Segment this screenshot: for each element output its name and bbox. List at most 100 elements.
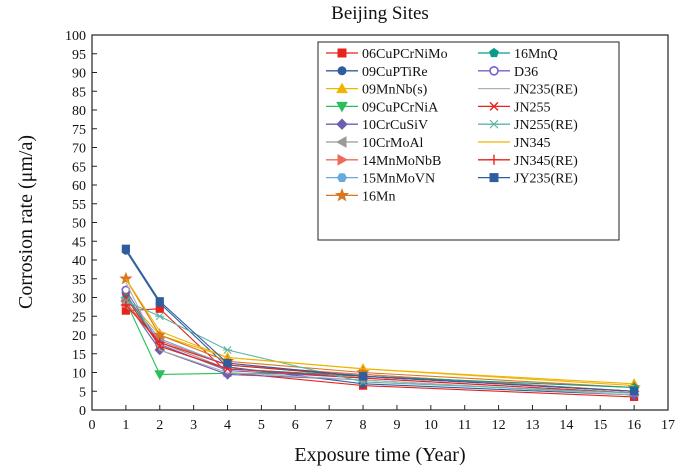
legend-item: JN235(RE) xyxy=(478,83,578,98)
legend-label: 10CrMoAl xyxy=(362,136,424,151)
legend-label: 09CuPTiRe xyxy=(362,65,428,80)
series-line xyxy=(125,301,635,392)
y-tick-label: 80 xyxy=(72,104,86,119)
x-tick-label: 10 xyxy=(424,418,438,433)
x-axis-label: Exposure time (Year) xyxy=(294,444,465,466)
x-tick-label: 0 xyxy=(89,418,96,433)
series-14 xyxy=(125,278,635,387)
series-line xyxy=(125,282,635,396)
x-tick-label: 4 xyxy=(224,418,231,433)
x-tick-label: 2 xyxy=(156,418,163,433)
series-13 xyxy=(121,297,639,398)
series-16 xyxy=(121,244,639,396)
legend-label: JN345 xyxy=(514,136,551,151)
legend-marker xyxy=(336,173,348,182)
x-tick-label: 12 xyxy=(492,418,506,433)
y-tick-label: 70 xyxy=(72,142,86,157)
legend-marker xyxy=(334,187,350,202)
legend-item: 09CuPCrNiA xyxy=(326,100,439,115)
legend-marker xyxy=(337,153,349,166)
legend-item: JY235(RE) xyxy=(478,172,578,187)
series-layer xyxy=(119,244,641,401)
y-tick-label: 45 xyxy=(72,235,86,250)
x-tick-label: 11 xyxy=(458,418,471,433)
legend-marker xyxy=(336,118,348,130)
y-tick-label: 10 xyxy=(72,367,86,382)
legend: 06CuPCrNiMo 09CuPTiRe 09MnNb(s) 09CuPCrNiA 1… xyxy=(317,41,620,241)
x-tick-label: 8 xyxy=(360,418,367,433)
legend-box xyxy=(317,41,620,241)
data-point xyxy=(119,271,133,285)
legend-item: 06CuPCrNiMo xyxy=(326,47,448,62)
legend-marker xyxy=(337,66,347,76)
legend-marker xyxy=(489,101,499,111)
x-tick-label: 3 xyxy=(190,418,197,433)
x-tick-label: 13 xyxy=(525,418,539,433)
data-point xyxy=(121,300,131,310)
data-point xyxy=(630,387,639,396)
x-tick-label: 7 xyxy=(326,418,333,433)
legend-item: 10CrMoAl xyxy=(326,136,424,151)
data-point xyxy=(358,372,368,381)
x-tick-label: 1 xyxy=(122,418,129,433)
legend-label: 16MnQ xyxy=(514,47,558,62)
series-line xyxy=(125,278,635,389)
data-point xyxy=(223,359,232,368)
y-tick-label: 85 xyxy=(72,85,86,100)
chart-title: Beijing Sites xyxy=(331,3,429,24)
data-point xyxy=(121,293,130,302)
legend-label: 09CuPCrNiA xyxy=(362,100,439,115)
legend-item: JN255(RE) xyxy=(478,118,578,133)
legend-label: JN255 xyxy=(514,100,551,115)
legend-item: JN345(RE) xyxy=(478,154,578,169)
y-axis: 0 5 10 15 20 25 30 35 40 45 50 55 60 65 70 75 80 85 90 95 10… xyxy=(65,29,97,419)
x-axis: 0 1 2 3 4 5 6 7 8 9 10 11 12 13 14 15 16 17 xyxy=(89,405,675,433)
data-point xyxy=(222,346,233,354)
legend-item: 16MnQ xyxy=(478,47,558,62)
x-tick-label: 16 xyxy=(627,418,641,433)
legend-marker xyxy=(335,136,347,148)
legend-label: JN255(RE) xyxy=(514,118,578,133)
y-tick-label: 55 xyxy=(72,198,86,213)
y-tick-label: 60 xyxy=(72,179,86,194)
legend-marker xyxy=(489,154,499,165)
legend-label: JN345(RE) xyxy=(514,154,578,169)
data-point xyxy=(154,370,166,380)
legend-item: 10CrCuSiV xyxy=(326,118,428,133)
legend-label: 09MnNb(s) xyxy=(362,83,428,98)
x-tick-label: 14 xyxy=(559,418,573,433)
x-tick-label: 17 xyxy=(661,418,675,433)
series-11 xyxy=(125,282,635,396)
legend-label: 10CrCuSiV xyxy=(362,118,428,133)
series-line xyxy=(125,297,635,394)
y-tick-label: 35 xyxy=(72,273,86,288)
y-tick-label: 15 xyxy=(72,348,86,363)
data-point xyxy=(155,337,165,348)
x-tick-label: 5 xyxy=(258,418,265,433)
legend-marker xyxy=(489,47,499,58)
legend-marker xyxy=(489,173,499,183)
x-tick-label: 9 xyxy=(393,418,400,433)
legend-item: JN255 xyxy=(478,100,551,115)
legend-label: JN235(RE) xyxy=(514,83,578,98)
y-tick-label: 0 xyxy=(79,404,86,419)
y-tick-label: 90 xyxy=(72,67,86,82)
x-tick-label: 6 xyxy=(292,418,299,433)
legend-marker xyxy=(336,82,348,94)
legend-marker xyxy=(489,66,499,76)
legend-label: 16Mn xyxy=(362,189,395,204)
y-axis-label: Corrosion rate (μm/a) xyxy=(15,135,37,309)
legend-item: JN345 xyxy=(478,136,551,151)
legend-item: 14MnMoNbB xyxy=(326,154,441,169)
y-tick-label: 95 xyxy=(72,48,86,63)
y-tick-label: 75 xyxy=(72,123,86,138)
legend-item: D36 xyxy=(478,65,538,80)
legend-label: 14MnMoNbB xyxy=(362,154,441,169)
data-point xyxy=(121,244,130,253)
legend-label: D36 xyxy=(514,65,538,80)
y-tick-label: 65 xyxy=(72,160,86,175)
legend-label: 15MnMoVN xyxy=(362,172,435,187)
y-tick-label: 100 xyxy=(65,29,86,44)
legend-item: 09MnNb(s) xyxy=(326,82,428,98)
